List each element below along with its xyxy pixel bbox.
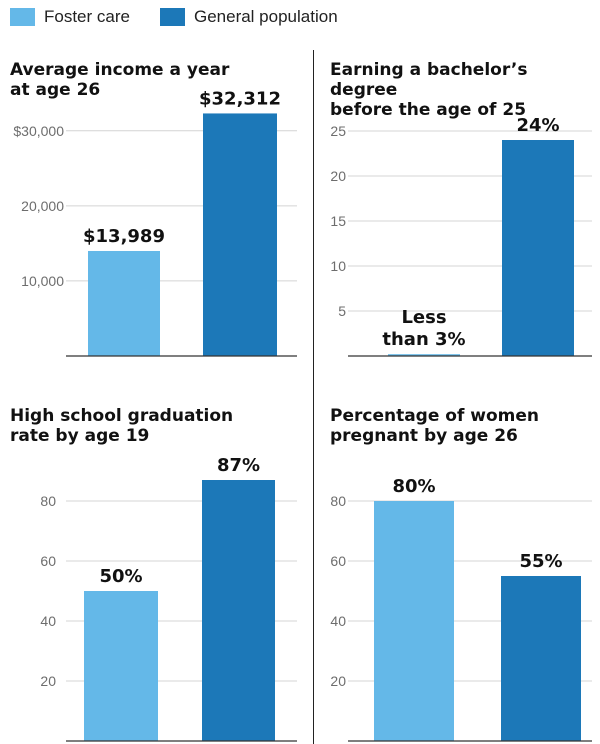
pregnancy-tick-label: 20 [330, 673, 346, 689]
bachelors-data-label: than 3% [382, 329, 465, 350]
income-tick-label: 20,000 [21, 198, 64, 214]
pregnancy-data-label: 80% [392, 476, 435, 497]
bachelors-tick-label: 15 [330, 213, 346, 229]
income-bar-foster-care [88, 251, 160, 356]
bachelors-data-label: 24% [516, 115, 559, 136]
bachelors-tick-label: 25 [330, 123, 346, 139]
income-tick-label: 10,000 [21, 273, 64, 289]
pregnancy-bar-general-population [501, 576, 581, 741]
graduation-tick-label: 40 [40, 613, 56, 629]
graduation-data-label: 87% [217, 455, 260, 476]
pregnancy-tick-label: 60 [330, 553, 346, 569]
bachelors-bar-general-population [502, 140, 574, 356]
pregnancy-tick-label: 40 [330, 613, 346, 629]
graduation-data-label: 50% [99, 566, 142, 587]
income-bar-general-population [203, 113, 277, 356]
graduation-bar-general-population [202, 480, 275, 741]
bachelors-tick-label: 10 [330, 258, 346, 274]
income-tick-label: $30,000 [13, 123, 64, 139]
income-data-label: $13,989 [83, 226, 165, 247]
graduation-bar-foster-care [84, 591, 158, 741]
pregnancy-bar-foster-care [374, 501, 454, 741]
bachelors-data-label: Less [401, 307, 446, 328]
income-data-label: $32,312 [199, 88, 281, 109]
graduation-tick-label: 80 [40, 493, 56, 509]
pregnancy-data-label: 55% [519, 551, 562, 572]
graduation-tick-label: 20 [40, 673, 56, 689]
pregnancy-tick-label: 80 [330, 493, 346, 509]
bachelors-tick-label: 5 [338, 303, 346, 319]
graduation-tick-label: 60 [40, 553, 56, 569]
bachelors-tick-label: 20 [330, 168, 346, 184]
